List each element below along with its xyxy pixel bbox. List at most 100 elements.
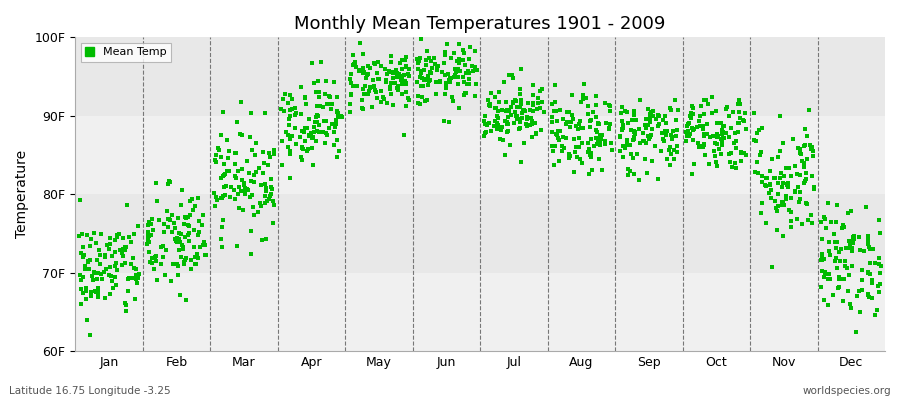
Point	[787, 135, 801, 142]
Point	[565, 92, 580, 98]
Point	[194, 221, 209, 228]
Point	[688, 161, 702, 168]
Point	[284, 92, 298, 99]
Point	[477, 118, 491, 124]
Point	[845, 263, 859, 269]
Point	[108, 282, 122, 288]
Point	[554, 148, 569, 155]
Point	[764, 187, 778, 193]
Point	[348, 62, 363, 68]
Point	[644, 132, 658, 138]
Point	[493, 136, 508, 143]
Point	[390, 70, 404, 76]
Point	[386, 75, 400, 81]
Point	[641, 122, 655, 128]
Point	[582, 118, 597, 124]
Point	[192, 218, 206, 224]
Point	[849, 329, 863, 336]
Point	[872, 255, 886, 261]
Point	[313, 103, 328, 109]
Point	[793, 172, 807, 178]
Point	[798, 178, 813, 184]
Point	[639, 140, 653, 146]
Point	[103, 241, 117, 248]
Point	[584, 117, 598, 123]
Point	[422, 55, 436, 61]
Point	[874, 263, 888, 269]
Point	[872, 217, 886, 223]
Point	[803, 142, 817, 148]
Point	[724, 150, 738, 156]
Point	[359, 72, 374, 78]
Point	[860, 292, 875, 298]
Bar	[76, 194, 885, 273]
Point	[861, 233, 876, 240]
Point	[184, 266, 198, 272]
Point	[536, 108, 551, 115]
Point	[127, 264, 141, 271]
Point	[367, 60, 382, 67]
Point	[328, 120, 343, 126]
Point	[663, 132, 678, 138]
Point	[211, 145, 225, 151]
Point	[171, 263, 185, 269]
Point	[376, 94, 391, 100]
Point	[278, 91, 293, 98]
Point	[784, 224, 798, 230]
Point	[642, 136, 656, 142]
Point	[234, 99, 248, 105]
Point	[551, 128, 565, 134]
Point	[518, 121, 533, 127]
Point	[755, 173, 770, 180]
Point	[583, 152, 598, 159]
Point	[445, 55, 459, 61]
Point	[458, 90, 473, 96]
Point	[232, 184, 247, 190]
Point	[562, 124, 577, 130]
Point	[161, 216, 176, 222]
Point	[716, 127, 730, 133]
Point	[770, 208, 784, 214]
Point	[791, 145, 806, 151]
Point	[799, 200, 814, 206]
Point	[182, 230, 196, 236]
Point	[363, 84, 377, 90]
Point	[512, 104, 526, 110]
Point	[491, 107, 506, 114]
Point	[779, 165, 794, 171]
Point	[229, 150, 243, 156]
Point	[417, 76, 431, 82]
Point	[424, 70, 438, 77]
Point	[304, 135, 319, 142]
Point	[621, 166, 635, 172]
Point	[705, 110, 719, 117]
Point	[228, 173, 242, 179]
Point	[800, 217, 814, 224]
Point	[616, 122, 631, 128]
Point	[149, 277, 164, 283]
Point	[383, 53, 398, 60]
Point	[513, 91, 527, 97]
Point	[781, 207, 796, 213]
Point	[283, 135, 297, 142]
Point	[317, 117, 331, 124]
Point	[546, 162, 561, 168]
Point	[838, 263, 852, 269]
Point	[747, 109, 761, 116]
Point	[422, 77, 436, 84]
Point	[734, 150, 748, 156]
Point	[571, 144, 585, 150]
Point	[699, 121, 714, 128]
Point	[639, 116, 653, 122]
Point	[221, 148, 236, 154]
Point	[176, 246, 191, 252]
Point	[645, 113, 660, 119]
Point	[261, 162, 275, 168]
Point	[847, 236, 861, 243]
Point	[799, 170, 814, 176]
Point	[707, 148, 722, 154]
Point	[739, 126, 753, 132]
Point	[657, 128, 671, 134]
Point	[665, 136, 680, 142]
Point	[834, 225, 849, 231]
